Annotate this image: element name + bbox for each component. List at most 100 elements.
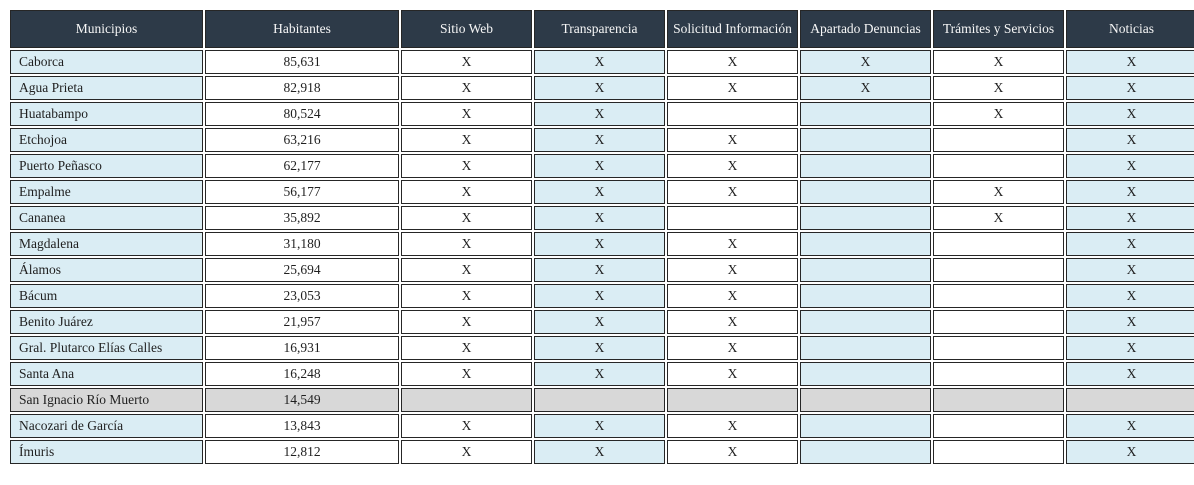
- noticias-cell: [1066, 388, 1194, 412]
- apartado-denuncias-cell: [800, 388, 931, 412]
- sitio-web-cell: X: [401, 102, 532, 126]
- habitantes-cell: 16,248: [205, 362, 399, 386]
- transparencia-cell: X: [534, 310, 665, 334]
- solicitud-informacion-cell: X: [667, 50, 798, 74]
- sitio-web-cell: X: [401, 206, 532, 230]
- column-header-habitantes: Habitantes: [205, 10, 399, 48]
- solicitud-informacion-cell: X: [667, 258, 798, 282]
- apartado-denuncias-cell: [800, 414, 931, 438]
- tramites-servicios-cell: X: [933, 102, 1064, 126]
- table-row: San Ignacio Río Muerto 14,549: [10, 388, 1194, 412]
- apartado-denuncias-cell: [800, 258, 931, 282]
- municipio-cell: San Ignacio Río Muerto: [10, 388, 203, 412]
- tramites-servicios-cell: [933, 258, 1064, 282]
- transparencia-cell: X: [534, 180, 665, 204]
- municipio-cell: Empalme: [10, 180, 203, 204]
- habitantes-cell: 62,177: [205, 154, 399, 178]
- transparencia-cell: X: [534, 50, 665, 74]
- solicitud-informacion-cell: X: [667, 128, 798, 152]
- noticias-cell: X: [1066, 154, 1194, 178]
- solicitud-informacion-cell: X: [667, 232, 798, 256]
- tramites-servicios-cell: [933, 440, 1064, 464]
- table-row: Cananea 35,892 X X X X: [10, 206, 1194, 230]
- solicitud-informacion-cell: [667, 102, 798, 126]
- sitio-web-cell: X: [401, 362, 532, 386]
- table-row: Gral. Plutarco Elías Calles 16,931 X X X X: [10, 336, 1194, 360]
- sitio-web-cell: X: [401, 414, 532, 438]
- transparencia-cell: X: [534, 336, 665, 360]
- apartado-denuncias-cell: [800, 336, 931, 360]
- noticias-cell: X: [1066, 362, 1194, 386]
- noticias-cell: X: [1066, 440, 1194, 464]
- apartado-denuncias-cell: [800, 232, 931, 256]
- municipio-cell: Santa Ana: [10, 362, 203, 386]
- column-header-noticias: Noticias: [1066, 10, 1194, 48]
- noticias-cell: X: [1066, 180, 1194, 204]
- transparencia-cell: X: [534, 414, 665, 438]
- solicitud-informacion-cell: X: [667, 440, 798, 464]
- habitantes-cell: 12,812: [205, 440, 399, 464]
- transparencia-cell: X: [534, 102, 665, 126]
- transparencia-cell: X: [534, 362, 665, 386]
- table-row: Huatabampo 80,524 X X X X: [10, 102, 1194, 126]
- solicitud-informacion-cell: [667, 206, 798, 230]
- municipio-cell: Huatabampo: [10, 102, 203, 126]
- tramites-servicios-cell: [933, 414, 1064, 438]
- transparencia-cell: X: [534, 154, 665, 178]
- noticias-cell: X: [1066, 414, 1194, 438]
- habitantes-cell: 80,524: [205, 102, 399, 126]
- apartado-denuncias-cell: [800, 154, 931, 178]
- habitantes-cell: 85,631: [205, 50, 399, 74]
- table-row: Santa Ana 16,248 X X X X: [10, 362, 1194, 386]
- municipio-cell: Puerto Peñasco: [10, 154, 203, 178]
- municipio-cell: Benito Juárez: [10, 310, 203, 334]
- table-row: Magdalena 31,180 X X X X: [10, 232, 1194, 256]
- sitio-web-cell: X: [401, 128, 532, 152]
- apartado-denuncias-cell: [800, 440, 931, 464]
- municipio-cell: Cananea: [10, 206, 203, 230]
- noticias-cell: X: [1066, 284, 1194, 308]
- municipio-cell: Magdalena: [10, 232, 203, 256]
- apartado-denuncias-cell: [800, 310, 931, 334]
- municipio-cell: Etchojoa: [10, 128, 203, 152]
- sitio-web-cell: X: [401, 258, 532, 282]
- noticias-cell: X: [1066, 258, 1194, 282]
- table-row: Nacozari de García 13,843 X X X X: [10, 414, 1194, 438]
- municipio-cell: Álamos: [10, 258, 203, 282]
- municipio-cell: Caborca: [10, 50, 203, 74]
- sitio-web-cell: X: [401, 232, 532, 256]
- tramites-servicios-cell: X: [933, 50, 1064, 74]
- column-header-sitio-web: Sitio Web: [401, 10, 532, 48]
- table-row: Caborca 85,631 X X X X X X: [10, 50, 1194, 74]
- noticias-cell: X: [1066, 128, 1194, 152]
- habitantes-cell: 16,931: [205, 336, 399, 360]
- tramites-servicios-cell: [933, 154, 1064, 178]
- apartado-denuncias-cell: [800, 284, 931, 308]
- solicitud-informacion-cell: X: [667, 362, 798, 386]
- solicitud-informacion-cell: X: [667, 414, 798, 438]
- table-row: Puerto Peñasco 62,177 X X X X: [10, 154, 1194, 178]
- transparencia-cell: X: [534, 258, 665, 282]
- table-body: Caborca 85,631 X X X X X X Agua Prieta 82,918 X X X X…: [10, 50, 1194, 464]
- tramites-servicios-cell: [933, 362, 1064, 386]
- table-row: Empalme 56,177 X X X X X: [10, 180, 1194, 204]
- sitio-web-cell: [401, 388, 532, 412]
- noticias-cell: X: [1066, 102, 1194, 126]
- solicitud-informacion-cell: X: [667, 336, 798, 360]
- habitantes-cell: 35,892: [205, 206, 399, 230]
- solicitud-informacion-cell: X: [667, 76, 798, 100]
- solicitud-informacion-cell: X: [667, 180, 798, 204]
- table-row: Agua Prieta 82,918 X X X X X X: [10, 76, 1194, 100]
- apartado-denuncias-cell: [800, 102, 931, 126]
- sitio-web-cell: X: [401, 180, 532, 204]
- apartado-denuncias-cell: [800, 206, 931, 230]
- habitantes-cell: 13,843: [205, 414, 399, 438]
- sitio-web-cell: X: [401, 336, 532, 360]
- municipio-cell: Ímuris: [10, 440, 203, 464]
- transparencia-cell: X: [534, 284, 665, 308]
- habitantes-cell: 21,957: [205, 310, 399, 334]
- transparencia-cell: X: [534, 76, 665, 100]
- municipio-cell: Agua Prieta: [10, 76, 203, 100]
- tramites-servicios-cell: [933, 128, 1064, 152]
